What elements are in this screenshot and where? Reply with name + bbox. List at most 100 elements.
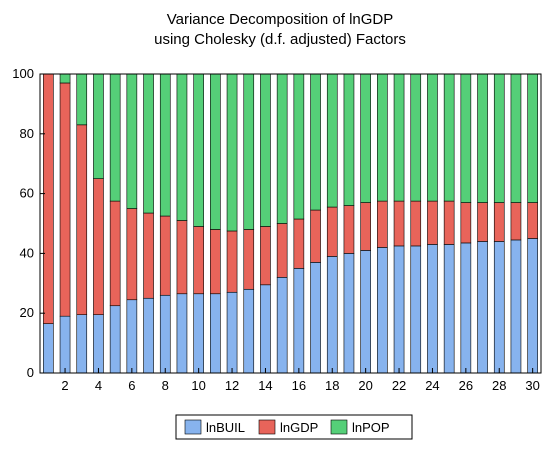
x-tick-label: 28 [492,378,506,393]
x-tick-label: 24 [425,378,439,393]
y-tick-label: 60 [20,186,34,201]
bar-lnPOP-10 [194,74,204,226]
legend-swatch-lnPOP [331,420,347,434]
bar-lnGDP-6 [127,209,137,300]
bar-lnPOP-27 [478,74,488,203]
bar-lnPOP-15 [277,74,287,224]
bar-lnPOP-5 [110,74,120,201]
y-tick-label: 20 [20,305,34,320]
bar-lnPOP-30 [528,74,538,203]
bar-lnBUIL-5 [110,306,120,373]
bar-lnGDP-12 [227,231,237,292]
bar-lnGDP-29 [511,203,521,240]
bar-lnPOP-25 [444,74,454,201]
bar-lnGDP-25 [444,201,454,244]
x-tick-label: 6 [128,378,135,393]
bar-lnGDP-7 [144,213,154,298]
bar-lnPOP-8 [160,74,170,216]
bar-lnBUIL-13 [244,289,254,373]
bar-lnPOP-7 [144,74,154,213]
bar-lnGDP-15 [277,224,287,278]
bar-lnPOP-4 [93,74,103,179]
bar-lnGDP-24 [427,201,437,244]
bar-lnBUIL-19 [344,253,354,373]
y-tick-label: 0 [27,365,34,380]
bar-lnBUIL-26 [461,243,471,373]
y-tick-label: 40 [20,245,34,260]
bar-lnBUIL-7 [144,298,154,373]
x-tick-label: 26 [459,378,473,393]
bar-lnGDP-27 [478,203,488,242]
bar-lnGDP-10 [194,226,204,293]
bar-lnPOP-29 [511,74,521,203]
x-tick-label: 4 [95,378,102,393]
bar-lnPOP-6 [127,74,137,209]
bar-lnBUIL-8 [160,295,170,373]
bar-lnBUIL-18 [327,256,337,373]
bar-lnPOP-16 [294,74,304,219]
bar-lnGDP-11 [210,229,220,293]
bar-lnPOP-12 [227,74,237,231]
bar-lnGDP-4 [93,179,103,315]
bar-lnBUIL-11 [210,294,220,373]
bar-lnPOP-21 [377,74,387,201]
bar-lnBUIL-16 [294,268,304,373]
bars [43,74,537,373]
bar-lnPOP-20 [361,74,371,203]
bar-lnPOP-18 [327,74,337,207]
bar-lnPOP-22 [394,74,404,201]
bar-lnGDP-26 [461,203,471,243]
bar-lnGDP-14 [260,226,270,284]
bar-lnBUIL-10 [194,294,204,373]
bar-lnGDP-16 [294,219,304,268]
bar-lnBUIL-20 [361,250,371,373]
bar-lnPOP-13 [244,74,254,229]
bar-lnBUIL-1 [43,324,53,373]
bar-lnGDP-23 [411,201,421,246]
y-tick-label: 80 [20,126,34,141]
x-tick-label: 12 [225,378,239,393]
bar-lnBUIL-29 [511,240,521,373]
bar-lnBUIL-3 [77,315,87,373]
bar-lnBUIL-23 [411,246,421,373]
bar-lnBUIL-9 [177,294,187,373]
x-tick-label: 14 [258,378,272,393]
bar-lnBUIL-15 [277,277,287,373]
bar-lnBUIL-24 [427,244,437,373]
bar-lnBUIL-25 [444,244,454,373]
bar-lnBUIL-27 [478,241,488,373]
bar-lnGDP-5 [110,201,120,306]
bar-lnBUIL-14 [260,285,270,373]
legend-swatch-lnGDP [259,420,275,434]
legend-label-lnPOP: lnPOP [352,420,390,435]
bar-lnGDP-19 [344,206,354,254]
bar-lnPOP-11 [210,74,220,229]
x-tick-label: 2 [61,378,68,393]
bar-lnBUIL-21 [377,247,387,373]
bar-lnBUIL-30 [528,238,538,373]
bar-lnGDP-20 [361,203,371,251]
bar-lnGDP-3 [77,125,87,315]
x-tick-label: 18 [325,378,339,393]
y-tick-label: 100 [12,66,34,81]
bar-lnGDP-8 [160,216,170,295]
x-tick-label: 20 [358,378,372,393]
bar-lnBUIL-12 [227,292,237,373]
x-tick-label: 8 [162,378,169,393]
x-tick-label: 16 [292,378,306,393]
bar-lnPOP-17 [311,74,321,210]
bar-lnBUIL-4 [93,315,103,373]
bar-lnGDP-2 [60,83,70,316]
bar-lnPOP-24 [427,74,437,201]
bar-lnGDP-9 [177,221,187,294]
legend-swatch-lnBUIL [185,420,201,434]
x-tick-label: 10 [191,378,205,393]
bar-lnGDP-1 [43,74,53,324]
bar-lnBUIL-22 [394,246,404,373]
bar-lnGDP-13 [244,229,254,289]
legend: lnBUIL lnGDP lnPOP [176,415,412,439]
bar-lnBUIL-6 [127,300,137,373]
x-tick-label: 30 [525,378,539,393]
bar-lnPOP-28 [494,74,504,203]
